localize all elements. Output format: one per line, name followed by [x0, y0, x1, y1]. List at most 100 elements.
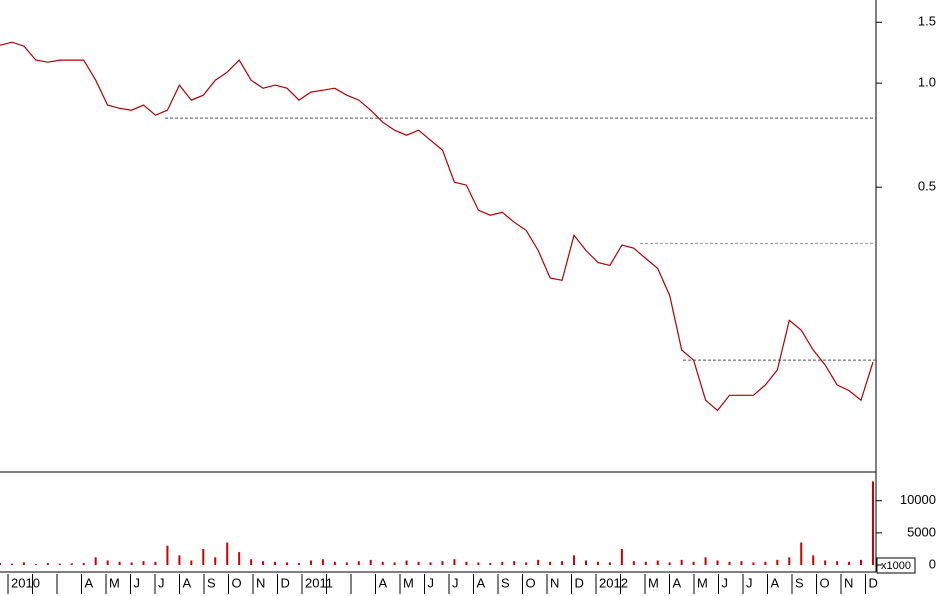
- volume-bar: [812, 555, 815, 565]
- volume-bar: [274, 561, 277, 565]
- volume-bar: [513, 561, 516, 565]
- volume-bar: [429, 562, 432, 565]
- volume-bar: [34, 564, 37, 565]
- volume-bar: [620, 548, 623, 565]
- volume-bar: [860, 559, 863, 565]
- volume-bar: [345, 562, 348, 565]
- volume-bar: [824, 560, 827, 565]
- x-tick-label: N: [844, 575, 853, 590]
- volume-bar: [417, 561, 420, 565]
- volume-bar: [692, 561, 695, 565]
- volume-bar: [22, 562, 25, 565]
- volume-bar: [202, 548, 205, 565]
- price-line: [0, 41, 874, 412]
- volume-bar: [573, 555, 576, 565]
- x-tick-label: A: [183, 575, 192, 590]
- volume-bar: [190, 560, 193, 565]
- y-tick-label: 10000: [900, 492, 936, 507]
- x-tick-label: 2011: [305, 575, 333, 590]
- volume-bar: [142, 561, 145, 565]
- unit-label: x1000: [881, 560, 911, 572]
- volume-bar: [680, 559, 683, 565]
- x-tick-label: A: [379, 575, 388, 590]
- volume-bar: [178, 555, 181, 565]
- x-tick-label: O: [232, 575, 242, 590]
- volume-bar: [596, 561, 599, 565]
- y-tick-label: 1.0: [918, 75, 936, 90]
- x-tick-label: A: [477, 575, 486, 590]
- volume-bar: [333, 561, 336, 565]
- volume-bar: [728, 561, 731, 565]
- volume-bar: [321, 559, 324, 565]
- volume-bar: [704, 557, 707, 565]
- volume-bar: [297, 563, 300, 565]
- volume-bar: [525, 562, 528, 565]
- x-tick-label: J: [722, 575, 729, 590]
- x-tick-label: D: [281, 575, 290, 590]
- x-tick-label: M: [648, 575, 659, 590]
- volume-bar: [872, 481, 874, 565]
- x-tick-label: M: [109, 575, 120, 590]
- x-tick-label: S: [795, 575, 804, 590]
- x-tick-label: D: [869, 575, 878, 590]
- volume-bar: [130, 562, 133, 565]
- volume-bar: [752, 562, 755, 565]
- volume-bar: [118, 561, 121, 565]
- x-tick-label: J: [452, 575, 459, 590]
- x-tick-label: M: [697, 575, 708, 590]
- x-tick-label: M: [403, 575, 414, 590]
- volume-bar: [584, 560, 587, 565]
- x-tick-label: A: [85, 575, 94, 590]
- volume-bar: [0, 563, 1, 565]
- volume-bar: [381, 561, 384, 565]
- x-tick-label: 2010: [11, 575, 40, 590]
- x-tick-label: A: [673, 575, 682, 590]
- volume-bar: [537, 559, 540, 565]
- x-tick-label: J: [158, 575, 165, 590]
- volume-bar: [549, 561, 552, 565]
- volume-bar: [94, 557, 97, 565]
- volume-bar: [10, 563, 13, 565]
- x-tick-label: J: [428, 575, 435, 590]
- volume-bar: [561, 561, 564, 565]
- x-tick-label: D: [575, 575, 584, 590]
- volume-bar: [836, 561, 839, 565]
- volume-bar: [465, 561, 468, 565]
- x-tick-label: 2012: [599, 575, 628, 590]
- volume-bar: [776, 559, 779, 565]
- volume-bar: [656, 560, 659, 565]
- volume-bar: [226, 542, 229, 565]
- volume-bar: [800, 542, 803, 565]
- y-tick-label: 0: [929, 556, 936, 571]
- volume-bar: [286, 562, 289, 565]
- volume-bar: [501, 561, 504, 565]
- volume-bar: [106, 560, 109, 565]
- volume-bar: [453, 559, 456, 565]
- x-tick-label: S: [207, 575, 216, 590]
- volume-bar: [309, 560, 312, 565]
- x-tick-label: A: [771, 575, 780, 590]
- x-tick-label: J: [746, 575, 753, 590]
- volume-bar: [58, 563, 61, 565]
- volume-bar: [405, 560, 408, 565]
- volume-bar: [393, 562, 396, 565]
- x-tick-label: S: [501, 575, 510, 590]
- x-tick-label: O: [820, 575, 830, 590]
- volume-bar: [166, 545, 169, 565]
- x-tick-label: O: [526, 575, 536, 590]
- volume-bar: [250, 559, 253, 565]
- volume-bar: [764, 561, 767, 565]
- x-tick-label: J: [134, 575, 141, 590]
- y-tick-label: 1.5: [918, 14, 936, 29]
- volume-bar: [608, 562, 611, 565]
- x-tick-label: N: [550, 575, 559, 590]
- volume-bar: [668, 562, 671, 565]
- volume-bar: [489, 563, 492, 565]
- y-tick-label: 0.5: [918, 179, 936, 194]
- volume-bar: [477, 562, 480, 565]
- volume-bar: [70, 563, 73, 565]
- x-tick-label: N: [256, 575, 265, 590]
- y-tick-label: 5000: [907, 524, 936, 539]
- volume-bar: [262, 561, 265, 565]
